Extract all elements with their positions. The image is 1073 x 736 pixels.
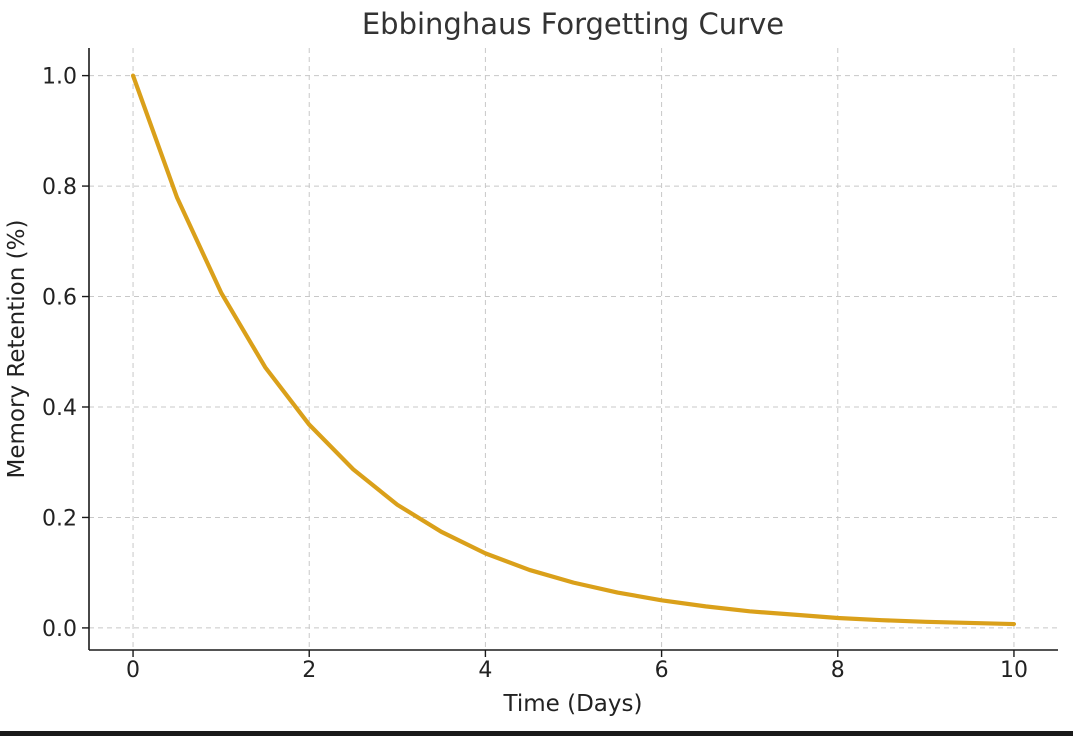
x-tick-label: 4 <box>478 658 492 683</box>
y-axis-ticks: 0.0 0.2 0.4 0.6 0.8 1.0 <box>42 65 89 642</box>
axes <box>88 48 1058 651</box>
series-line <box>130 73 1017 627</box>
y-tick-label: 0.0 <box>42 617 77 642</box>
y-tick-label: 0.8 <box>42 175 77 200</box>
y-tick-label: 0.2 <box>42 506 77 531</box>
grid <box>89 48 1058 650</box>
y-tick-label: 0.6 <box>42 286 77 311</box>
x-tick-label: 8 <box>831 658 845 683</box>
x-tick-label: 2 <box>302 658 316 683</box>
x-axis-ticks: 0 2 4 6 8 10 <box>126 650 1028 683</box>
x-tick-label: 0 <box>126 658 140 683</box>
y-tick-label: 0.4 <box>42 396 77 421</box>
y-tick-label: 1.0 <box>42 65 77 90</box>
x-axis-label: Time (Days) <box>503 691 643 717</box>
y-axis-label: Memory Retention (%) <box>4 220 30 479</box>
series-layer <box>130 73 1017 627</box>
chart-title: Ebbinghaus Forgetting Curve <box>362 7 784 41</box>
bottom-border <box>0 731 1073 736</box>
x-tick-label: 10 <box>1000 658 1028 683</box>
x-tick-label: 6 <box>655 658 669 683</box>
